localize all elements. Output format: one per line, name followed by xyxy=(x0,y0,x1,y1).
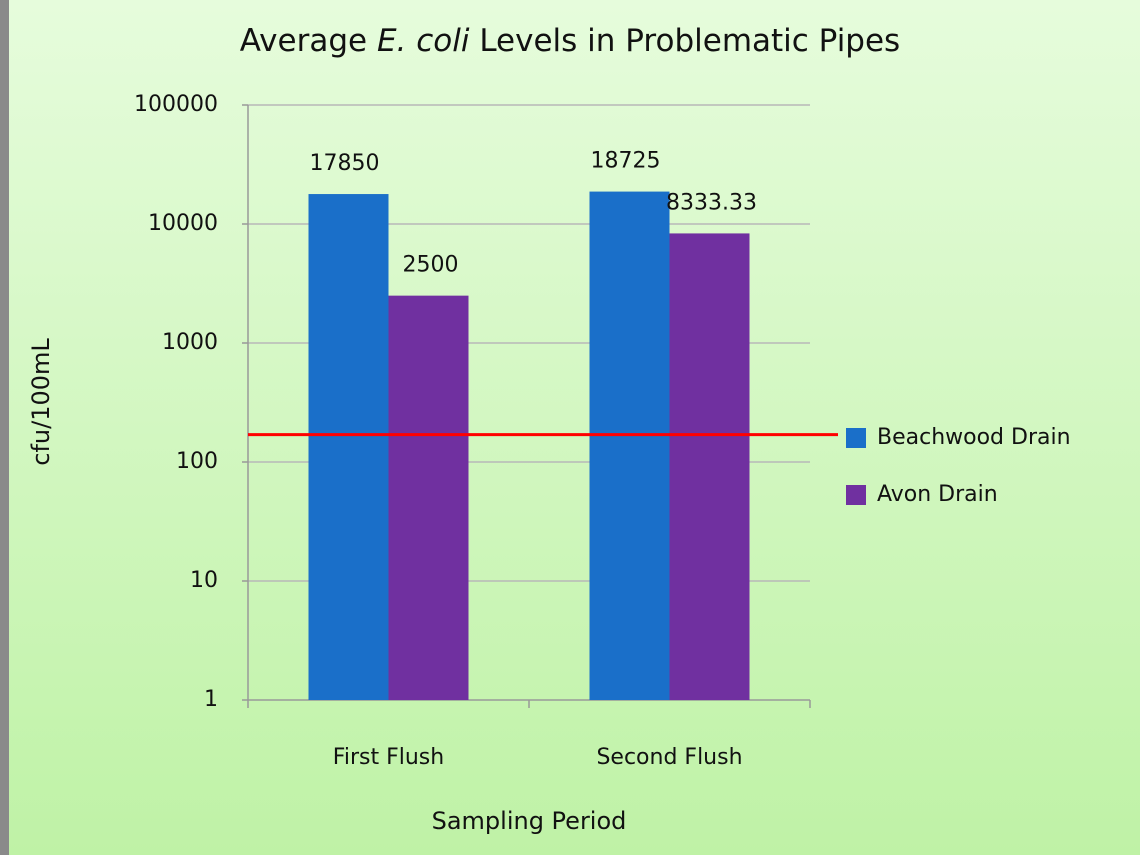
y-tick-label: 100000 xyxy=(134,92,218,117)
legend-label: Avon Drain xyxy=(877,482,998,507)
data-label: 2500 xyxy=(403,253,459,278)
y-tick-label: 10000 xyxy=(148,211,218,236)
left-border xyxy=(0,0,9,855)
y-tick-label: 1000 xyxy=(162,330,218,355)
x-axis-title: Sampling Period xyxy=(432,807,627,835)
legend-swatch xyxy=(846,485,866,505)
bar xyxy=(388,295,469,700)
legend-swatch xyxy=(846,428,866,448)
y-tick-label: 100 xyxy=(176,449,218,474)
y-tick-label: 10 xyxy=(190,568,218,593)
bar xyxy=(669,233,750,700)
x-tick-label: First Flush xyxy=(333,745,444,770)
y-axis-title: cfu/100mL xyxy=(27,338,55,466)
title-part: Average xyxy=(240,23,367,59)
bar xyxy=(589,191,670,701)
chart-title: Average E. coli Levels in Problematic Pi… xyxy=(240,23,900,59)
y-tick-label: 1 xyxy=(204,687,218,712)
data-label: 18725 xyxy=(591,149,661,174)
title-part: Levels in Problematic Pipes xyxy=(479,23,900,59)
x-tick-label: Second Flush xyxy=(596,745,742,770)
data-label: 17850 xyxy=(310,151,380,176)
title-part: E. coli xyxy=(377,23,470,59)
legend-label: Beachwood Drain xyxy=(877,425,1071,450)
data-label: 8333.33 xyxy=(666,190,757,215)
bar xyxy=(308,194,389,700)
